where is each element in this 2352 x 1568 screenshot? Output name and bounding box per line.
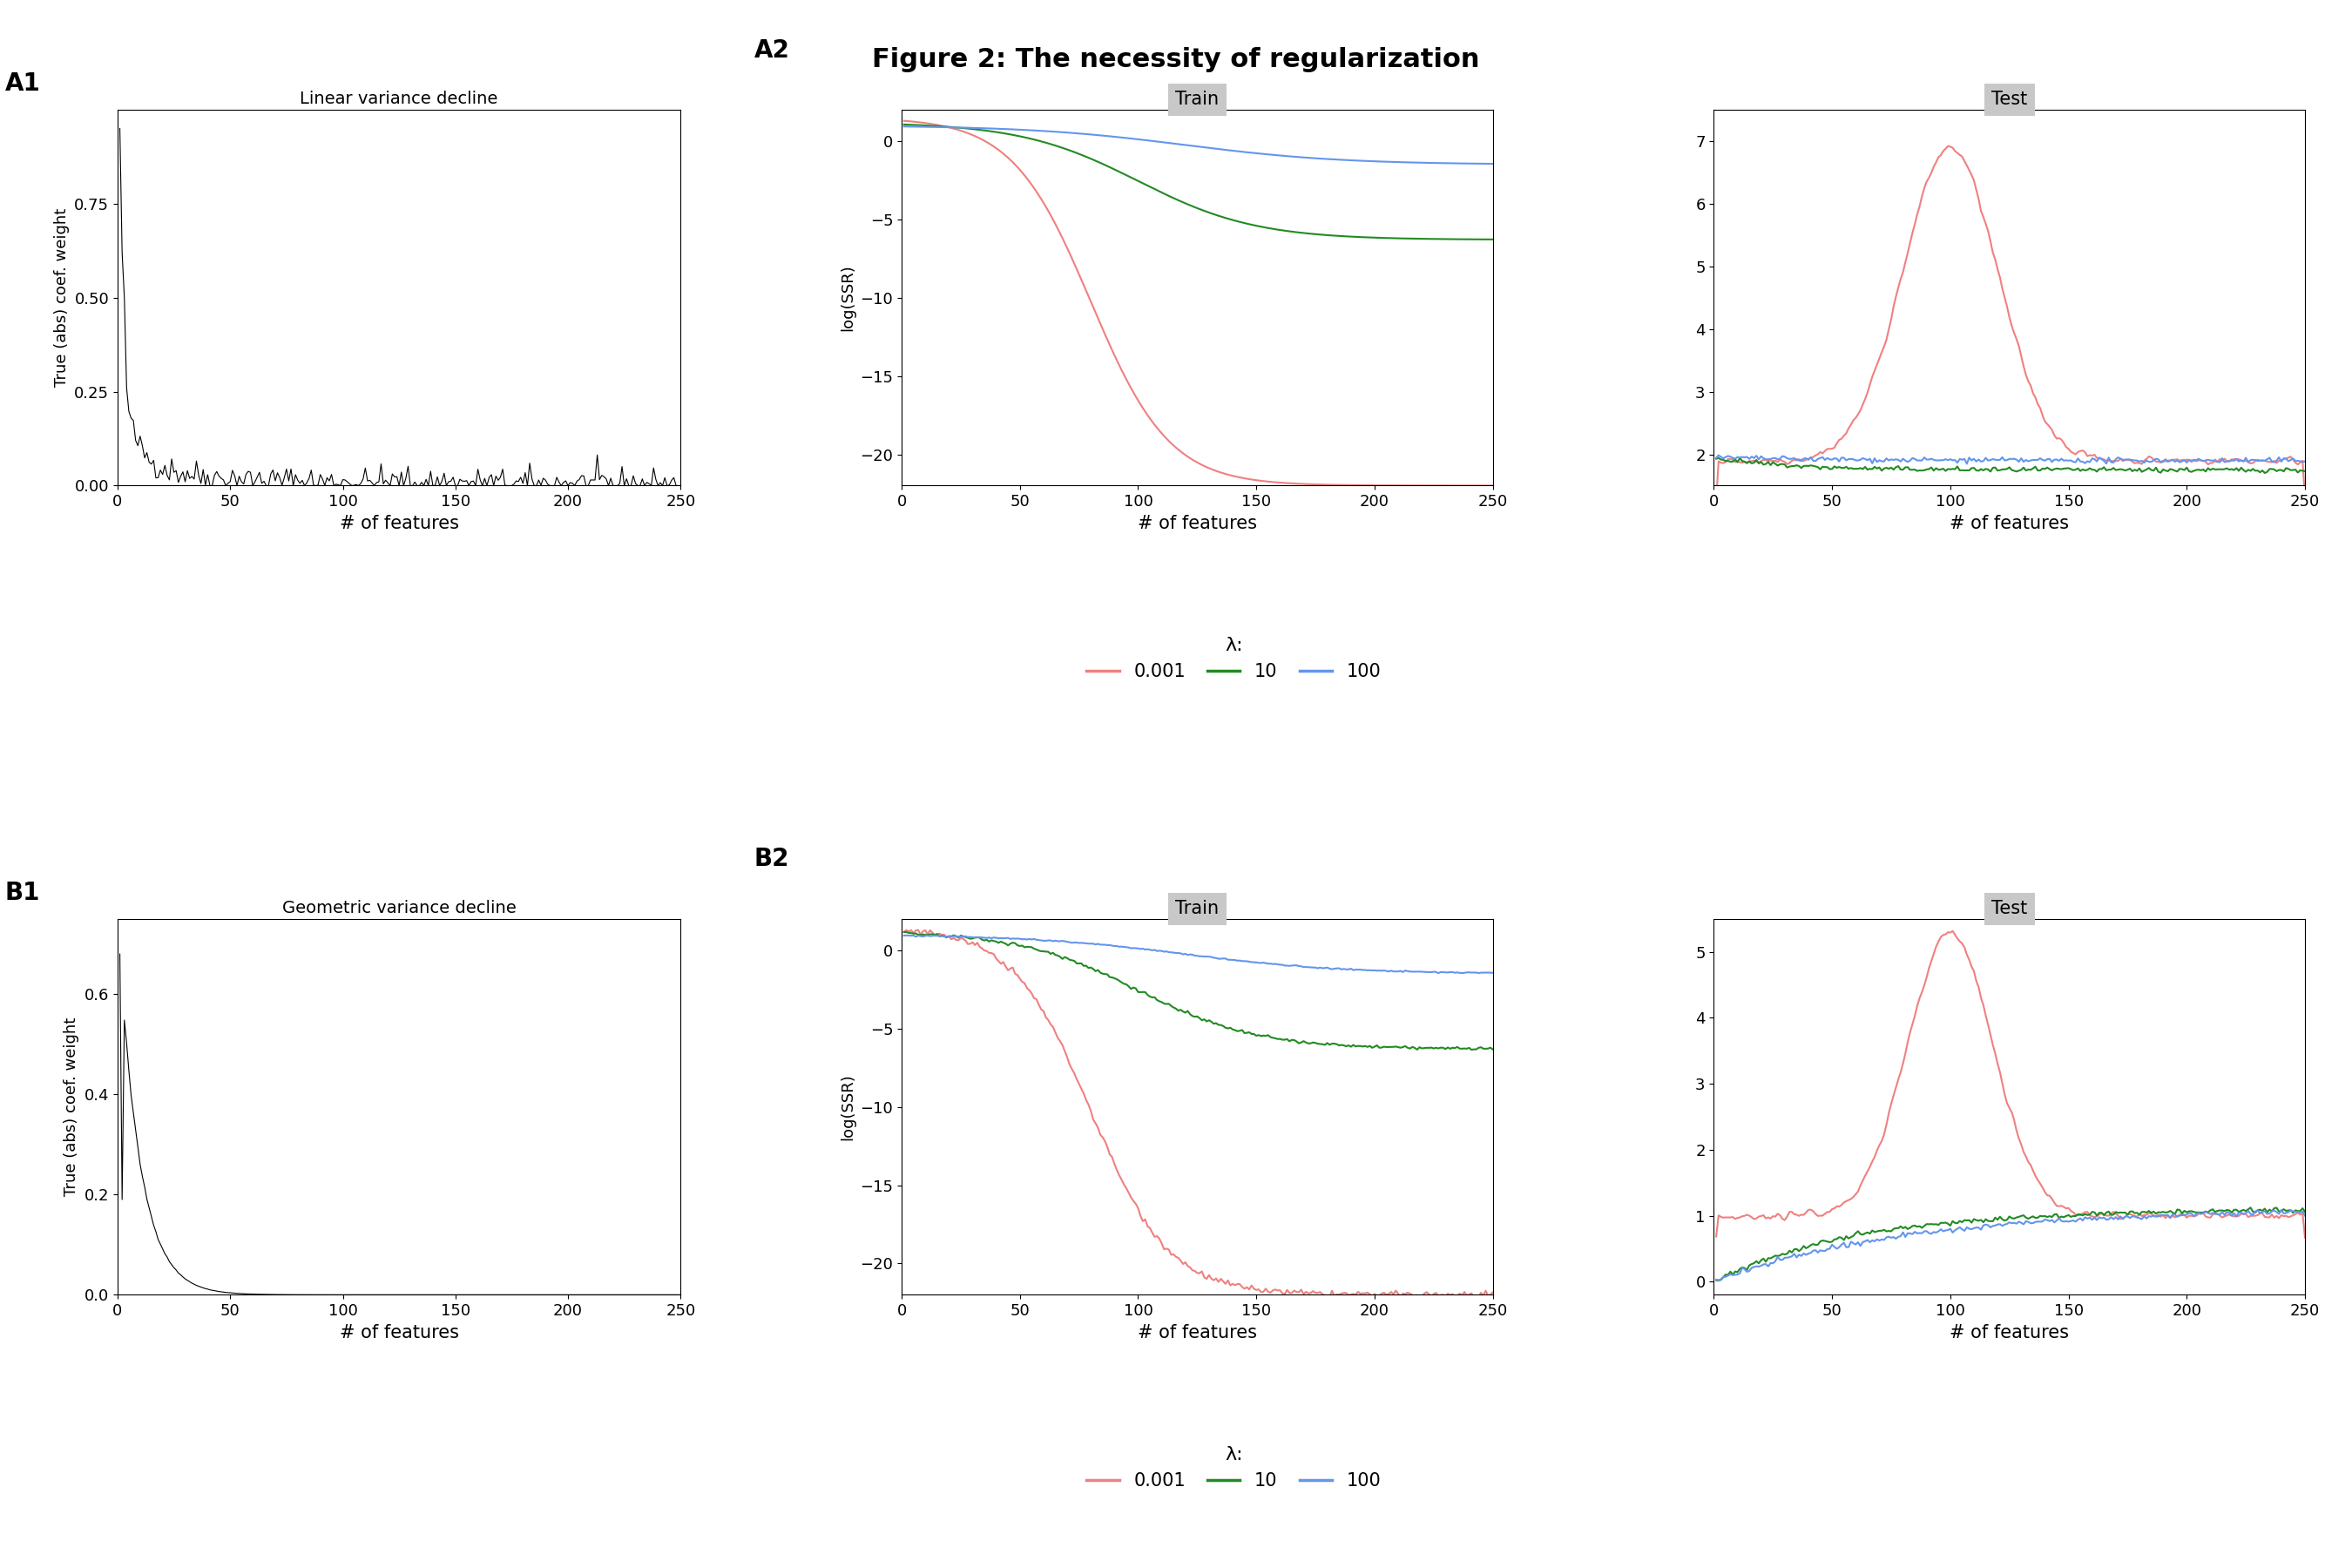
X-axis label: # of features: # of features (339, 1323, 459, 1341)
X-axis label: # of features: # of features (1138, 1323, 1256, 1341)
Title: Train: Train (1176, 91, 1218, 108)
Title: Test: Test (1992, 91, 2027, 108)
X-axis label: # of features: # of features (1138, 514, 1256, 532)
Legend: 0.001, 10, 100: 0.001, 10, 100 (1080, 1438, 1388, 1497)
Text: B1: B1 (5, 881, 40, 905)
Y-axis label: True (abs) coef. weight: True (abs) coef. weight (54, 209, 71, 387)
Title: Test: Test (1992, 900, 2027, 917)
Title: Linear variance decline: Linear variance decline (301, 91, 499, 107)
X-axis label: # of features: # of features (1950, 514, 2070, 532)
Y-axis label: log(SSR): log(SSR) (840, 265, 856, 331)
Text: B2: B2 (755, 847, 790, 872)
X-axis label: # of features: # of features (1950, 1323, 2070, 1341)
Title: Geometric variance decline: Geometric variance decline (282, 900, 515, 916)
Legend: 0.001, 10, 100: 0.001, 10, 100 (1080, 629, 1388, 688)
Text: Figure 2: The necessity of regularization: Figure 2: The necessity of regularizatio… (873, 47, 1479, 72)
Text: A1: A1 (5, 72, 40, 96)
Title: Train: Train (1176, 900, 1218, 917)
Text: A2: A2 (755, 38, 790, 63)
Y-axis label: True (abs) coef. weight: True (abs) coef. weight (64, 1018, 80, 1196)
Y-axis label: log(SSR): log(SSR) (840, 1074, 856, 1140)
X-axis label: # of features: # of features (339, 514, 459, 532)
